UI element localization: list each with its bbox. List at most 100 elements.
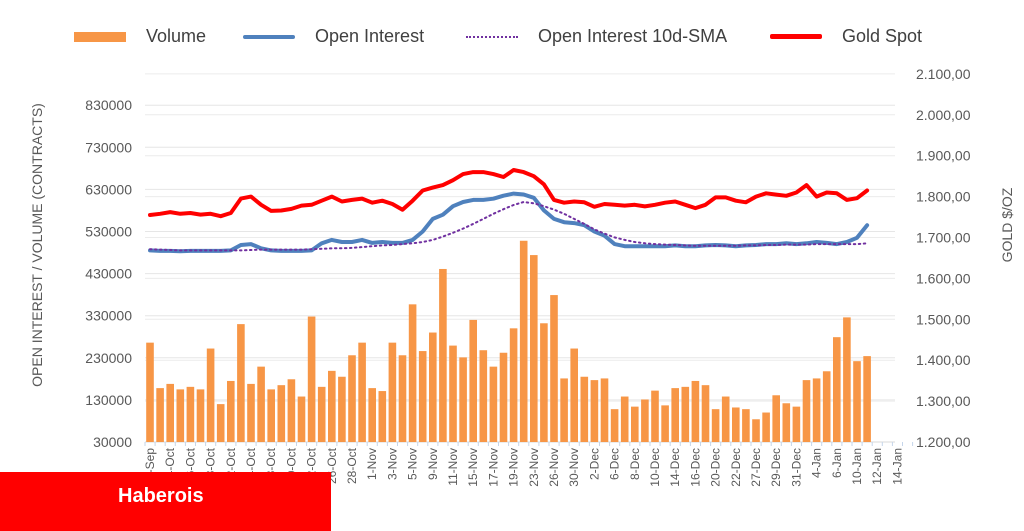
legend-sma: Open Interest 10d-SMA: [466, 26, 727, 47]
right-tick-label: 1.900,00: [916, 148, 971, 164]
volume-bar: [429, 332, 437, 442]
x-tick-label: 26-Nov: [547, 448, 561, 487]
x-tick-label: 9-Nov: [426, 448, 440, 480]
left-tick-label: 230000: [85, 350, 132, 366]
volume-bar: [661, 405, 669, 442]
volume-bar: [600, 378, 609, 442]
volume-bar: [631, 406, 639, 442]
x-tick-label: 6-Jan: [830, 448, 844, 478]
volume-bar: [418, 351, 427, 442]
volume-bar: [509, 328, 518, 442]
left-tick-label: 730000: [85, 139, 132, 155]
volume-bar: [782, 403, 791, 442]
x-tick-label: 17-Nov: [486, 448, 500, 487]
legend-label: Volume: [146, 26, 207, 46]
volume-bar: [530, 255, 538, 442]
volume-bar: [671, 388, 679, 442]
volume-bar: [752, 419, 760, 442]
gold-swatch-icon: [770, 34, 822, 39]
volume-bar: [257, 366, 265, 442]
volume-bar: [469, 319, 477, 442]
x-tick-label: 11-Nov: [446, 448, 460, 486]
left-tick-label: 430000: [85, 266, 132, 282]
left-tick-label: 630000: [85, 181, 132, 197]
volume-bar: [206, 348, 215, 442]
volume-bar: [439, 268, 447, 442]
right-axis-title: GOLD $/OZ: [999, 187, 1015, 262]
volume-bar: [499, 352, 508, 442]
x-tick-label: 10-Jan: [850, 448, 864, 485]
volume-bar: [297, 396, 306, 442]
volume-bar: [307, 316, 316, 442]
left-tick-label: 830000: [85, 97, 132, 113]
volume-bar: [358, 342, 366, 442]
volume-bar: [732, 407, 740, 442]
volume-bar: [812, 378, 821, 442]
legend-label: Open Interest: [315, 26, 425, 46]
volume-bar: [833, 337, 841, 442]
right-tick-label: 1.400,00: [916, 352, 971, 368]
gold-spot-line: [148, 168, 870, 219]
open-interest-swatch-icon: [243, 34, 295, 39]
volume-bar: [317, 386, 326, 442]
x-tick-label: 5-Nov: [406, 448, 420, 480]
left-tick-label: 130000: [85, 392, 132, 408]
volume-bar: [590, 380, 599, 442]
volume-bar: [762, 412, 770, 442]
x-tick-label: 6-Dec: [608, 448, 622, 480]
volume-bars: [146, 240, 871, 442]
volume-bar: [348, 355, 356, 442]
x-tick-label: 15-Nov: [466, 448, 480, 487]
volume-bar: [398, 355, 407, 442]
right-tick-label: 1.200,00: [916, 434, 971, 450]
volume-bar: [701, 385, 710, 442]
volume-bar: [822, 371, 831, 442]
volume-bar: [287, 379, 296, 442]
volume-bar: [146, 342, 154, 442]
volume-bar: [772, 395, 780, 442]
left-tick-label: 530000: [85, 224, 132, 240]
series-lines: [148, 168, 870, 254]
volume-bar: [196, 389, 205, 442]
x-tick-label: 28-Oct: [345, 447, 359, 484]
volume-bar: [489, 366, 498, 442]
volume-bar: [580, 376, 589, 442]
volume-bar: [570, 348, 578, 442]
left-axis-title: OPEN INTEREST / VOLUME (CONTRACTS): [29, 103, 45, 387]
x-tick-label: 16-Dec: [688, 448, 702, 487]
legend-volume: Volume: [74, 26, 206, 47]
brand-banner: Haberois: [0, 472, 331, 531]
volume-bar: [802, 380, 811, 442]
volume-bar: [641, 399, 649, 442]
volume-bar: [681, 386, 690, 442]
right-tick-label: 1.700,00: [916, 230, 971, 246]
x-tick-label: 8-Dec: [628, 448, 642, 480]
volume-bar: [540, 323, 548, 442]
volume-bar: [328, 370, 336, 442]
volume-bar: [267, 389, 275, 442]
volume-bar: [247, 383, 255, 442]
x-tick-label: 3-Nov: [385, 448, 399, 480]
open-interest-sma-line: [149, 201, 869, 252]
volume-bar: [691, 380, 700, 442]
volume-bar: [459, 357, 467, 442]
volume-bar: [408, 304, 417, 442]
volume-bar: [479, 350, 488, 442]
volume-bar: [721, 396, 730, 442]
x-tick-label: 27-Dec: [749, 448, 763, 487]
volume-bar: [368, 388, 376, 442]
volume-bar: [277, 385, 286, 442]
volume-bar: [186, 386, 195, 442]
volume-bar: [237, 324, 245, 442]
x-tick-label: 23-Nov: [527, 448, 541, 487]
right-tick-label: 2.000,00: [916, 107, 971, 123]
x-tick-label: 30-Nov: [567, 448, 581, 487]
volume-bar: [742, 409, 750, 442]
sma-swatch-icon: [466, 35, 518, 38]
volume-bar: [560, 378, 568, 442]
x-tick-label: 29-Dec: [769, 448, 783, 487]
x-tick-label: 20-Dec: [709, 448, 723, 487]
legend-gold-spot: Gold Spot: [770, 26, 922, 47]
volume-bar: [863, 356, 871, 442]
